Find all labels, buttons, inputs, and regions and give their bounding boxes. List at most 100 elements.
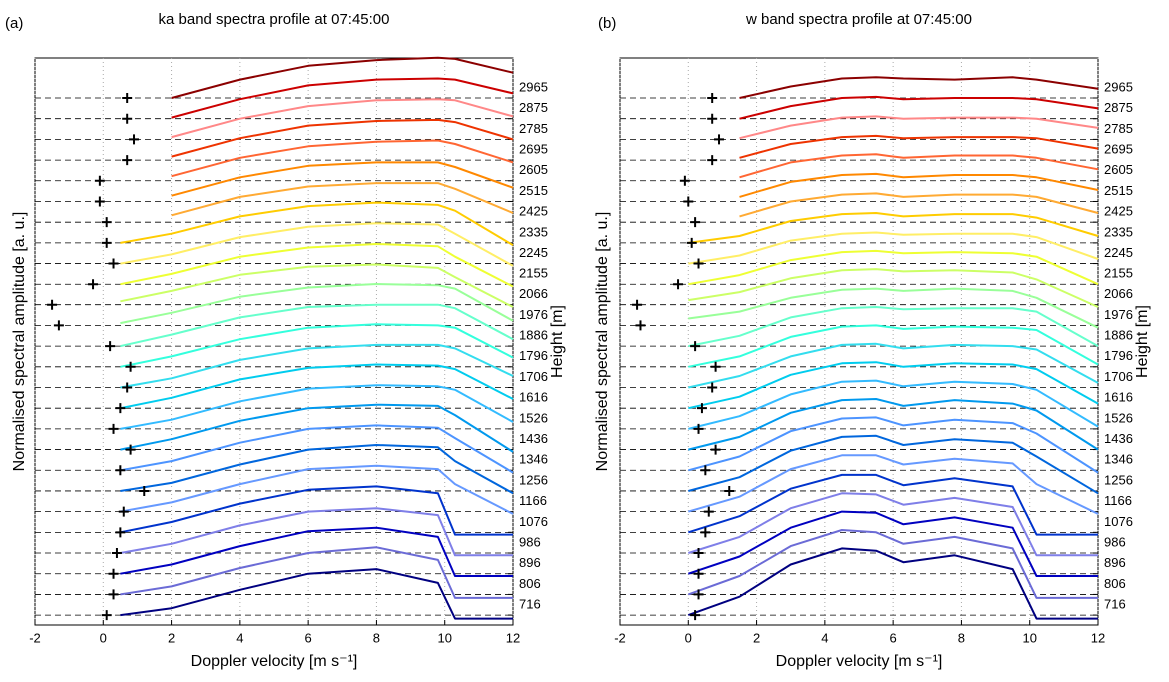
y2-tick-label: 2875 [1104, 100, 1133, 115]
panel-label: (a) [5, 15, 23, 32]
plus-marker [111, 548, 122, 559]
spectrum-line [688, 379, 1099, 430]
spectrum-line [687, 510, 1098, 577]
y2-tick-label: 1886 [1104, 328, 1133, 343]
x-tick-label: 12 [506, 630, 520, 645]
spectrum-line [171, 182, 514, 217]
spectrum-line [120, 283, 514, 325]
x-tick-label: 2 [168, 630, 175, 645]
spectrum-line [688, 268, 1099, 308]
y2-tick-label: 1976 [1104, 307, 1133, 322]
x-tick-label: 0 [685, 630, 692, 645]
spectrum-line [171, 118, 514, 158]
spectrum-line [120, 201, 514, 247]
plus-marker [115, 465, 126, 476]
spectrum-line [688, 212, 1099, 244]
plus-marker [707, 93, 718, 104]
spectrum-line [739, 76, 1099, 99]
spectrum-line [120, 323, 514, 368]
plus-marker [690, 610, 701, 621]
y2-tick-label: 1796 [519, 348, 548, 363]
y2-tick-label: 986 [1104, 534, 1126, 549]
plus-marker [707, 113, 718, 124]
plus-marker [679, 175, 690, 186]
y2-tick-label: 1076 [1104, 514, 1133, 529]
plus-marker [94, 196, 105, 207]
plus-marker [101, 217, 112, 228]
plus-marker [108, 568, 119, 579]
spectrum-line [120, 507, 513, 557]
spectrum-line [688, 492, 1098, 557]
y2-tick-label: 1616 [1104, 390, 1133, 405]
y2-tick-label: 2245 [1104, 245, 1133, 260]
plus-marker [94, 175, 105, 186]
plot-frame [619, 57, 1099, 626]
plus-marker [703, 506, 714, 517]
y2-tick-label: 1976 [519, 307, 548, 322]
plus-marker [707, 155, 718, 166]
plus-marker [101, 610, 112, 621]
plus-marker [118, 506, 129, 517]
spectrum-line [120, 464, 514, 515]
y2-tick-label: 716 [519, 597, 541, 612]
spectrum-line [688, 454, 1099, 515]
plus-marker [724, 485, 735, 496]
plot-frame [34, 57, 514, 626]
y2-tick-label: 896 [1104, 555, 1126, 570]
y2-tick-label: 2875 [519, 100, 548, 115]
x-axis-label: Doppler velocity [m s⁻¹] [191, 653, 358, 670]
plus-marker [710, 444, 721, 455]
plus-marker [122, 93, 133, 104]
spectrum-line [120, 363, 514, 410]
spectrum-line [120, 263, 514, 308]
plus-marker [47, 299, 58, 310]
spectrum-line [739, 153, 1099, 179]
y2-tick-label: 806 [519, 576, 541, 591]
x-tick-label: 4 [821, 630, 828, 645]
chart-title: ka band spectra profile at 07:45:00 [159, 11, 390, 28]
x-tick-label: 0 [100, 630, 107, 645]
y2-tick-label: 2605 [1104, 162, 1133, 177]
x-tick-label: 10 [437, 630, 451, 645]
plus-marker [683, 196, 694, 207]
spectrum-line [171, 77, 514, 119]
spectrum-line [120, 303, 514, 348]
spectrum-line [688, 416, 1099, 474]
spectrum-line [171, 139, 514, 178]
spectrum-line [739, 192, 1099, 218]
spectrum-line [171, 98, 514, 139]
y2-tick-label: 1166 [519, 493, 547, 508]
y2-tick-label: 2695 [519, 142, 548, 157]
spectrum-line [688, 434, 1099, 495]
plus-marker [125, 361, 136, 372]
x-tick-label: 2 [753, 630, 760, 645]
panel-label: (b) [598, 15, 616, 32]
plus-marker [700, 465, 711, 476]
x-tick-label: 6 [305, 630, 312, 645]
y2-tick-label: 1346 [519, 452, 548, 467]
spectrum-line [120, 485, 513, 536]
y2-tick-label: 1706 [519, 369, 548, 384]
spectrum-line [688, 306, 1099, 348]
spectrum-line [171, 161, 514, 197]
y2-tick-label: 1436 [1104, 431, 1133, 446]
y2-axis-label: Height [m] [1134, 305, 1151, 378]
spectrum-line [688, 361, 1099, 410]
plus-marker [686, 237, 697, 248]
spectrum-line [120, 384, 514, 430]
y2-tick-label: 2066 [519, 286, 548, 301]
plus-marker [122, 382, 133, 393]
y2-tick-label: 2245 [519, 245, 548, 260]
y2-tick-label: 2155 [1104, 266, 1133, 281]
y2-tick-label: 2425 [519, 204, 548, 219]
y2-tick-label: 2335 [519, 224, 548, 239]
y2-tick-label: 1256 [1104, 472, 1133, 487]
plus-marker [139, 485, 150, 496]
spectrum-line [120, 343, 514, 389]
spectrum-line [688, 249, 1099, 286]
plus-marker [693, 568, 704, 579]
y-axis-label: Normalised spectral amplitude [a. u.] [594, 212, 611, 472]
y2-tick-label: 2425 [1104, 204, 1133, 219]
x-tick-label: 10 [1022, 630, 1036, 645]
